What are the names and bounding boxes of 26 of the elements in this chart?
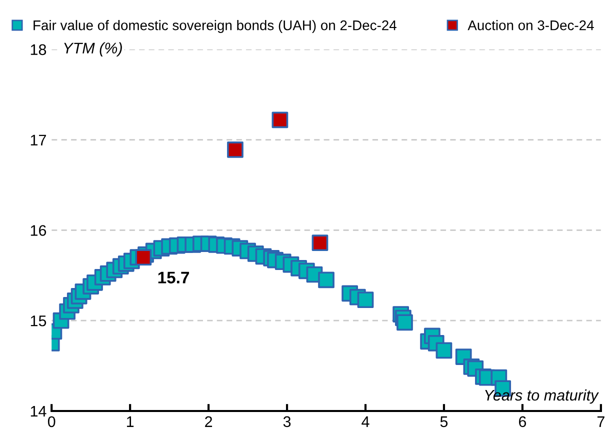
point: [227, 142, 244, 158]
legend-label: Auction on 3-Dec-24: [468, 20, 594, 30]
point: [357, 292, 374, 308]
x-tick-label: 0: [48, 416, 56, 428]
x-tick-label: 2: [205, 416, 212, 427]
point: [396, 314, 413, 331]
x-tick-label: 3: [283, 416, 291, 428]
point: [135, 249, 152, 266]
data-label: 15.7: [158, 272, 190, 284]
x-tick-label: 6: [518, 416, 526, 428]
y-axis-title: YTM (%): [64, 42, 122, 57]
y-tick-label: 18: [30, 44, 46, 56]
x-tick-label: 5: [440, 416, 448, 428]
point: [318, 272, 334, 288]
y-tick-label: 15: [30, 316, 46, 326]
point: [272, 112, 288, 128]
x-tick-label: 1: [126, 416, 134, 427]
x-tick-label: 4: [362, 416, 370, 427]
x-tick-label: 7: [597, 416, 604, 427]
legend-label: Fair value of domestic sovereign bonds (UAH) on 2-Dec-24: [34, 20, 396, 33]
point: [312, 234, 328, 252]
y-tick-label: 17: [30, 134, 46, 146]
x-axis-title: Years to maturity: [485, 389, 599, 404]
point: [436, 342, 452, 359]
y-tick-label: 14: [30, 406, 46, 417]
y-tick-label: 16: [30, 225, 46, 236]
